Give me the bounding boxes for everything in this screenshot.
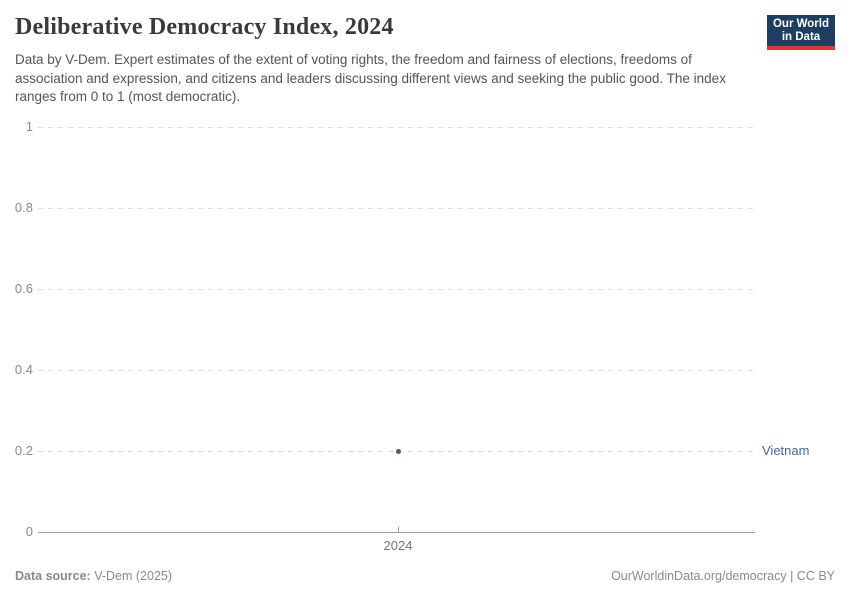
owid-logo-line2: in Data [781,31,821,43]
y-tick-label-0.2: 0.2 [14,443,33,458]
credit-link[interactable]: OurWorldinData.org/democracy | CC BY [611,569,835,583]
owid-logo-line1: Our World [772,18,829,30]
y-tick-label-0.6: 0.6 [14,281,33,296]
y-tick-label-0.4: 0.4 [14,362,33,377]
y-tick-label-0.8: 0.8 [14,200,33,215]
y-tick-label-0: 0 [25,524,33,539]
owid-logo: Our World in Data [767,15,835,50]
data-point-vietnam[interactable] [395,448,401,454]
chart-subtitle: Data by V-Dem. Expert estimates of the e… [15,52,726,105]
chart-title: Deliberative Democracy Index, 2024 [15,14,394,40]
x-tick-mark-2024 [398,527,399,533]
gridline-y-0.4 [38,370,755,371]
data-source-note: Data source: V-Dem (2025) [15,569,172,583]
x-axis-line [38,532,755,533]
data-source-label: Data source: [15,569,91,583]
x-tick-label-2024: 2024 [383,538,413,553]
gridline-y-1 [38,127,755,128]
entity-label-vietnam[interactable]: Vietnam [762,443,810,458]
data-source-value: V-Dem (2025) [90,569,173,583]
y-tick-label-1: 1 [25,119,33,134]
gridline-y-0.6 [38,289,755,290]
gridline-y-0.8 [38,208,755,209]
